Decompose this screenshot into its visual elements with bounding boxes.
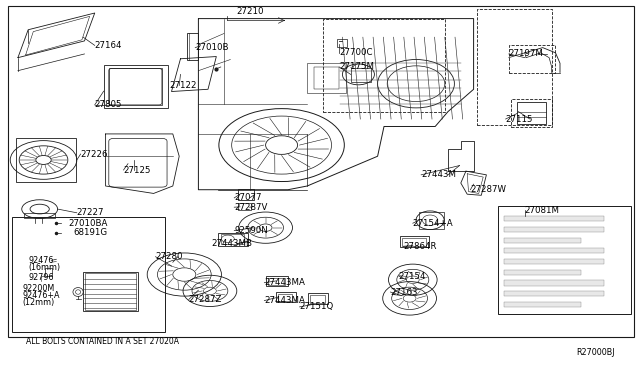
Text: (16mm): (16mm) — [29, 263, 61, 272]
Text: 27151Q: 27151Q — [300, 302, 334, 311]
Bar — [504, 237, 581, 243]
Bar — [221, 234, 244, 244]
Bar — [85, 273, 136, 310]
Text: 27115: 27115 — [506, 115, 533, 124]
Text: 27227: 27227 — [77, 208, 104, 217]
Bar — [218, 232, 248, 246]
Text: (12mm): (12mm) — [22, 298, 54, 307]
Bar — [238, 189, 254, 200]
Bar — [509, 45, 555, 73]
Bar — [268, 278, 285, 285]
Bar — [104, 65, 168, 108]
Text: 27443MA: 27443MA — [264, 296, 305, 305]
Bar — [45, 268, 52, 276]
Bar — [511, 99, 552, 127]
Bar — [504, 248, 604, 253]
Bar — [402, 238, 426, 246]
Text: 27210: 27210 — [237, 7, 264, 16]
Text: 27700C: 27700C — [339, 48, 372, 57]
Text: 92476+A: 92476+A — [22, 291, 60, 300]
Text: 27154+A: 27154+A — [413, 219, 453, 228]
Bar — [308, 293, 328, 304]
Bar — [517, 102, 546, 124]
Text: 92590N: 92590N — [234, 226, 268, 235]
Text: 92796: 92796 — [29, 273, 54, 282]
Bar — [504, 227, 604, 232]
Text: 27443M: 27443M — [421, 170, 456, 179]
Text: 27164: 27164 — [95, 41, 122, 50]
Text: 27805: 27805 — [95, 100, 122, 109]
Text: 27154: 27154 — [399, 272, 426, 280]
Text: 27226: 27226 — [81, 150, 108, 158]
Bar — [24, 213, 55, 218]
Text: 27280: 27280 — [156, 252, 183, 261]
Bar — [238, 203, 251, 210]
Bar — [504, 216, 604, 221]
Text: 92476: 92476 — [29, 256, 54, 265]
Bar — [109, 68, 162, 105]
Text: 27163: 27163 — [390, 288, 418, 296]
Bar — [504, 259, 604, 264]
Text: 27864R: 27864R — [403, 242, 436, 251]
Bar — [400, 236, 429, 247]
Bar — [504, 302, 581, 307]
Bar — [307, 63, 346, 93]
Bar — [276, 292, 296, 302]
Bar — [16, 138, 76, 182]
Text: 68191G: 68191G — [73, 228, 107, 237]
Bar — [8, 6, 634, 337]
Text: 92200M: 92200M — [22, 284, 54, 293]
Bar — [504, 291, 604, 296]
Bar — [477, 9, 552, 125]
Text: 27287V: 27287V — [234, 203, 268, 212]
Bar — [504, 270, 581, 275]
Bar — [314, 67, 339, 89]
Text: 27287Z: 27287Z — [189, 295, 222, 304]
Bar — [83, 272, 138, 311]
Bar — [278, 294, 292, 301]
Text: 27010B: 27010B — [195, 43, 228, 52]
Bar — [187, 33, 198, 60]
Text: R27000BJ: R27000BJ — [576, 348, 614, 357]
Text: 27175M: 27175M — [339, 62, 374, 71]
Bar — [419, 212, 444, 229]
Text: 27443MB: 27443MB — [211, 239, 252, 248]
Text: 27010BA: 27010BA — [68, 219, 108, 228]
Bar — [12, 217, 165, 332]
Bar — [504, 280, 604, 286]
Text: 27125: 27125 — [124, 166, 151, 174]
Bar — [351, 68, 371, 82]
Text: 27077: 27077 — [234, 193, 262, 202]
Text: 27081M: 27081M — [525, 206, 560, 215]
Text: 27122: 27122 — [170, 81, 197, 90]
Bar — [266, 276, 288, 286]
Text: 27287W: 27287W — [470, 185, 506, 194]
Bar — [310, 295, 325, 303]
Text: 27197M: 27197M — [509, 49, 543, 58]
Bar — [323, 19, 445, 112]
Text: 27443MA: 27443MA — [264, 278, 305, 287]
Bar — [337, 39, 347, 46]
Text: ALL BOLTS CONTAINED IN A SET 27020A: ALL BOLTS CONTAINED IN A SET 27020A — [26, 337, 179, 346]
Bar — [498, 206, 631, 314]
